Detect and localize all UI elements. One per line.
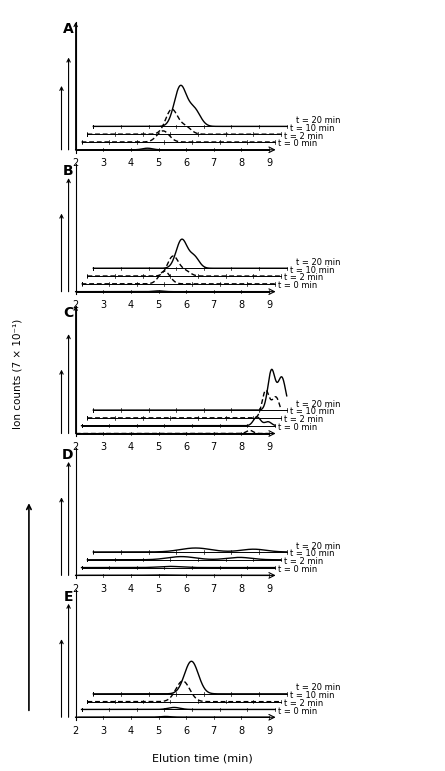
Text: t = 2 min: t = 2 min [284, 557, 324, 566]
Text: t = 0 min: t = 0 min [279, 281, 318, 290]
Text: 4: 4 [128, 584, 134, 594]
Text: E: E [64, 590, 73, 604]
Text: 9: 9 [266, 300, 272, 310]
Text: 5: 5 [155, 300, 162, 310]
Text: Ion counts (7 × 10⁻¹): Ion counts (7 × 10⁻¹) [13, 319, 23, 429]
Text: 2: 2 [73, 158, 79, 168]
Text: t = 2 min: t = 2 min [284, 416, 324, 424]
Text: 5: 5 [155, 726, 162, 736]
Text: 8: 8 [239, 442, 244, 452]
Text: 5: 5 [155, 158, 162, 168]
Text: 2: 2 [73, 726, 79, 736]
Text: 3: 3 [100, 442, 106, 452]
Text: 8: 8 [239, 158, 244, 168]
Text: t = 0 min: t = 0 min [279, 423, 318, 432]
Text: 4: 4 [128, 158, 134, 168]
Text: t = 10 min: t = 10 min [290, 550, 335, 558]
Text: t = 20 min: t = 20 min [296, 116, 341, 125]
Text: t = 2 min: t = 2 min [284, 132, 324, 140]
Text: 7: 7 [210, 442, 217, 452]
Text: 7: 7 [210, 726, 217, 736]
Text: 4: 4 [128, 300, 134, 310]
Text: t = 0 min: t = 0 min [279, 140, 318, 148]
Text: A: A [63, 22, 73, 36]
Text: 7: 7 [210, 158, 217, 168]
Text: 9: 9 [266, 442, 272, 452]
Text: t = 2 min: t = 2 min [284, 699, 324, 708]
Text: 6: 6 [183, 158, 189, 168]
Text: t = 2 min: t = 2 min [284, 274, 324, 282]
Text: 3: 3 [100, 158, 106, 168]
Text: 4: 4 [128, 726, 134, 736]
Text: 6: 6 [183, 584, 189, 594]
Text: 6: 6 [183, 726, 189, 736]
Text: t = 10 min: t = 10 min [290, 692, 335, 700]
Text: 4: 4 [128, 442, 134, 452]
Text: 8: 8 [239, 726, 244, 736]
Text: t = 20 min: t = 20 min [296, 683, 341, 692]
Text: 8: 8 [239, 584, 244, 594]
Text: t = 20 min: t = 20 min [296, 258, 341, 267]
Text: 3: 3 [100, 584, 106, 594]
Text: 7: 7 [210, 584, 217, 594]
Text: 2: 2 [73, 584, 79, 594]
Text: Elution time (min): Elution time (min) [152, 753, 253, 763]
Text: t = 10 min: t = 10 min [290, 408, 335, 416]
Text: t = 10 min: t = 10 min [290, 266, 335, 274]
Text: t = 0 min: t = 0 min [279, 707, 318, 715]
Text: 3: 3 [100, 300, 106, 310]
Text: 2: 2 [73, 442, 79, 452]
Text: 5: 5 [155, 584, 162, 594]
Text: B: B [63, 164, 73, 178]
Text: D: D [62, 448, 73, 462]
Text: 7: 7 [210, 300, 217, 310]
Text: t = 0 min: t = 0 min [279, 565, 318, 574]
Text: 9: 9 [266, 158, 272, 168]
Text: 3: 3 [100, 726, 106, 736]
Text: 2: 2 [73, 300, 79, 310]
Text: t = 20 min: t = 20 min [296, 399, 341, 409]
Text: t = 10 min: t = 10 min [290, 124, 335, 133]
Text: 8: 8 [239, 300, 244, 310]
Text: C: C [63, 306, 73, 320]
Text: 6: 6 [183, 442, 189, 452]
Text: 5: 5 [155, 442, 162, 452]
Text: 9: 9 [266, 726, 272, 736]
Text: t = 20 min: t = 20 min [296, 541, 341, 550]
Text: 9: 9 [266, 584, 272, 594]
Text: 6: 6 [183, 300, 189, 310]
